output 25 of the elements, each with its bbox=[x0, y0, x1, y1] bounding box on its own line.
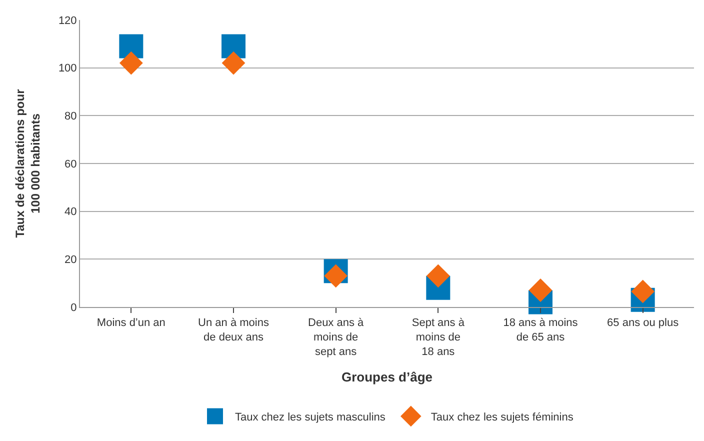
point bbox=[426, 264, 450, 288]
point bbox=[222, 51, 246, 75]
legend-label: Taux chez les sujets masculins bbox=[235, 412, 386, 424]
x-tick-label: 65 ans ou plus bbox=[607, 317, 680, 330]
legend-label: Taux chez les sujets féminins bbox=[430, 412, 574, 424]
x-tick-label: 18 ans à moins de 65 ans bbox=[503, 317, 578, 344]
x-tick-label: Un an à moins de deux ans bbox=[198, 317, 270, 344]
y-tick-label: 100 bbox=[58, 62, 77, 75]
y-tick-label: 60 bbox=[64, 158, 77, 170]
x-axis-title: Groupes d’âge bbox=[341, 369, 433, 384]
point bbox=[631, 280, 655, 304]
y-tick-label: 80 bbox=[64, 110, 77, 123]
x-tick-label: Sept ans à moins de 18 ans bbox=[412, 317, 466, 358]
x-tick-label: Moins d’un an bbox=[96, 317, 166, 330]
point bbox=[222, 34, 246, 58]
y-tick-label: 120 bbox=[58, 14, 77, 27]
point bbox=[119, 51, 143, 75]
point bbox=[528, 278, 552, 302]
y-axis-title: Taux de déclarations pour 100 000 habitants bbox=[13, 88, 43, 238]
point bbox=[119, 34, 144, 58]
y-tick-label: 0 bbox=[70, 302, 77, 314]
point bbox=[324, 264, 348, 288]
y-tick-label: 40 bbox=[64, 206, 77, 218]
y-tick-label: 20 bbox=[64, 254, 77, 266]
x-tick-label: Deux ans à moins de sept ans bbox=[308, 317, 365, 358]
